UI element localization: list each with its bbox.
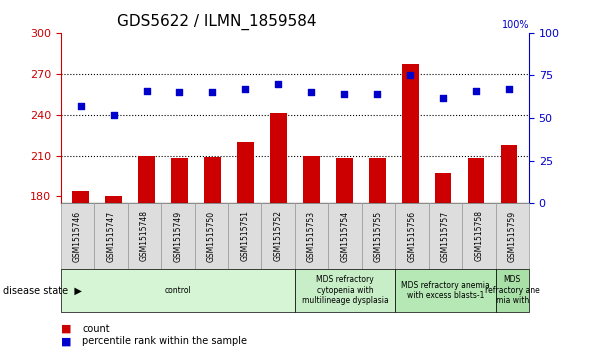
Text: MDS refractory
cytopenia with
multilineage dysplasia: MDS refractory cytopenia with multilinea… bbox=[302, 276, 389, 305]
Bar bbox=[171, 158, 188, 363]
Bar bbox=[270, 113, 286, 363]
Point bbox=[142, 88, 151, 94]
Point bbox=[504, 86, 514, 92]
Bar bbox=[402, 64, 418, 363]
Text: GDS5622 / ILMN_1859584: GDS5622 / ILMN_1859584 bbox=[117, 14, 317, 30]
Bar bbox=[204, 157, 221, 363]
Bar bbox=[138, 155, 155, 363]
Text: percentile rank within the sample: percentile rank within the sample bbox=[82, 336, 247, 346]
Bar bbox=[72, 191, 89, 363]
Point bbox=[306, 90, 316, 95]
Point bbox=[76, 103, 86, 109]
Point bbox=[406, 72, 415, 78]
Point bbox=[109, 112, 119, 118]
Bar bbox=[501, 144, 517, 363]
Text: GSM1515753: GSM1515753 bbox=[307, 211, 316, 261]
Bar bbox=[369, 158, 385, 363]
Text: GSM1515750: GSM1515750 bbox=[207, 211, 216, 261]
Point bbox=[438, 95, 448, 101]
Bar bbox=[303, 155, 320, 363]
Point bbox=[207, 90, 217, 95]
Text: 100%: 100% bbox=[502, 20, 529, 30]
Text: disease state  ▶: disease state ▶ bbox=[3, 285, 82, 295]
Bar bbox=[237, 142, 254, 363]
Point bbox=[471, 88, 481, 94]
Point bbox=[373, 91, 382, 97]
Text: GSM1515754: GSM1515754 bbox=[340, 211, 350, 261]
Text: GSM1515757: GSM1515757 bbox=[441, 211, 450, 261]
Text: ■: ■ bbox=[61, 323, 71, 334]
Text: GSM1515755: GSM1515755 bbox=[374, 211, 383, 261]
Bar bbox=[468, 158, 485, 363]
Text: GSM1515748: GSM1515748 bbox=[140, 211, 149, 261]
Point bbox=[174, 90, 184, 95]
Point bbox=[274, 81, 283, 87]
Point bbox=[241, 86, 250, 92]
Text: count: count bbox=[82, 323, 109, 334]
Text: GSM1515746: GSM1515746 bbox=[73, 211, 82, 261]
Text: MDS
refractory ane
mia with: MDS refractory ane mia with bbox=[485, 276, 540, 305]
Bar bbox=[336, 158, 353, 363]
Text: GSM1515756: GSM1515756 bbox=[407, 211, 416, 261]
Text: MDS refractory anemia
with excess blasts-1: MDS refractory anemia with excess blasts… bbox=[401, 281, 489, 300]
Text: control: control bbox=[165, 286, 191, 295]
Text: GSM1515752: GSM1515752 bbox=[274, 211, 283, 261]
Text: GSM1515749: GSM1515749 bbox=[173, 211, 182, 261]
Bar bbox=[105, 196, 122, 363]
Text: ■: ■ bbox=[61, 336, 71, 346]
Text: GSM1515758: GSM1515758 bbox=[474, 211, 483, 261]
Point bbox=[339, 91, 349, 97]
Bar bbox=[435, 173, 452, 363]
Text: GSM1515747: GSM1515747 bbox=[106, 211, 116, 261]
Text: GSM1515751: GSM1515751 bbox=[240, 211, 249, 261]
Text: GSM1515759: GSM1515759 bbox=[508, 211, 517, 261]
